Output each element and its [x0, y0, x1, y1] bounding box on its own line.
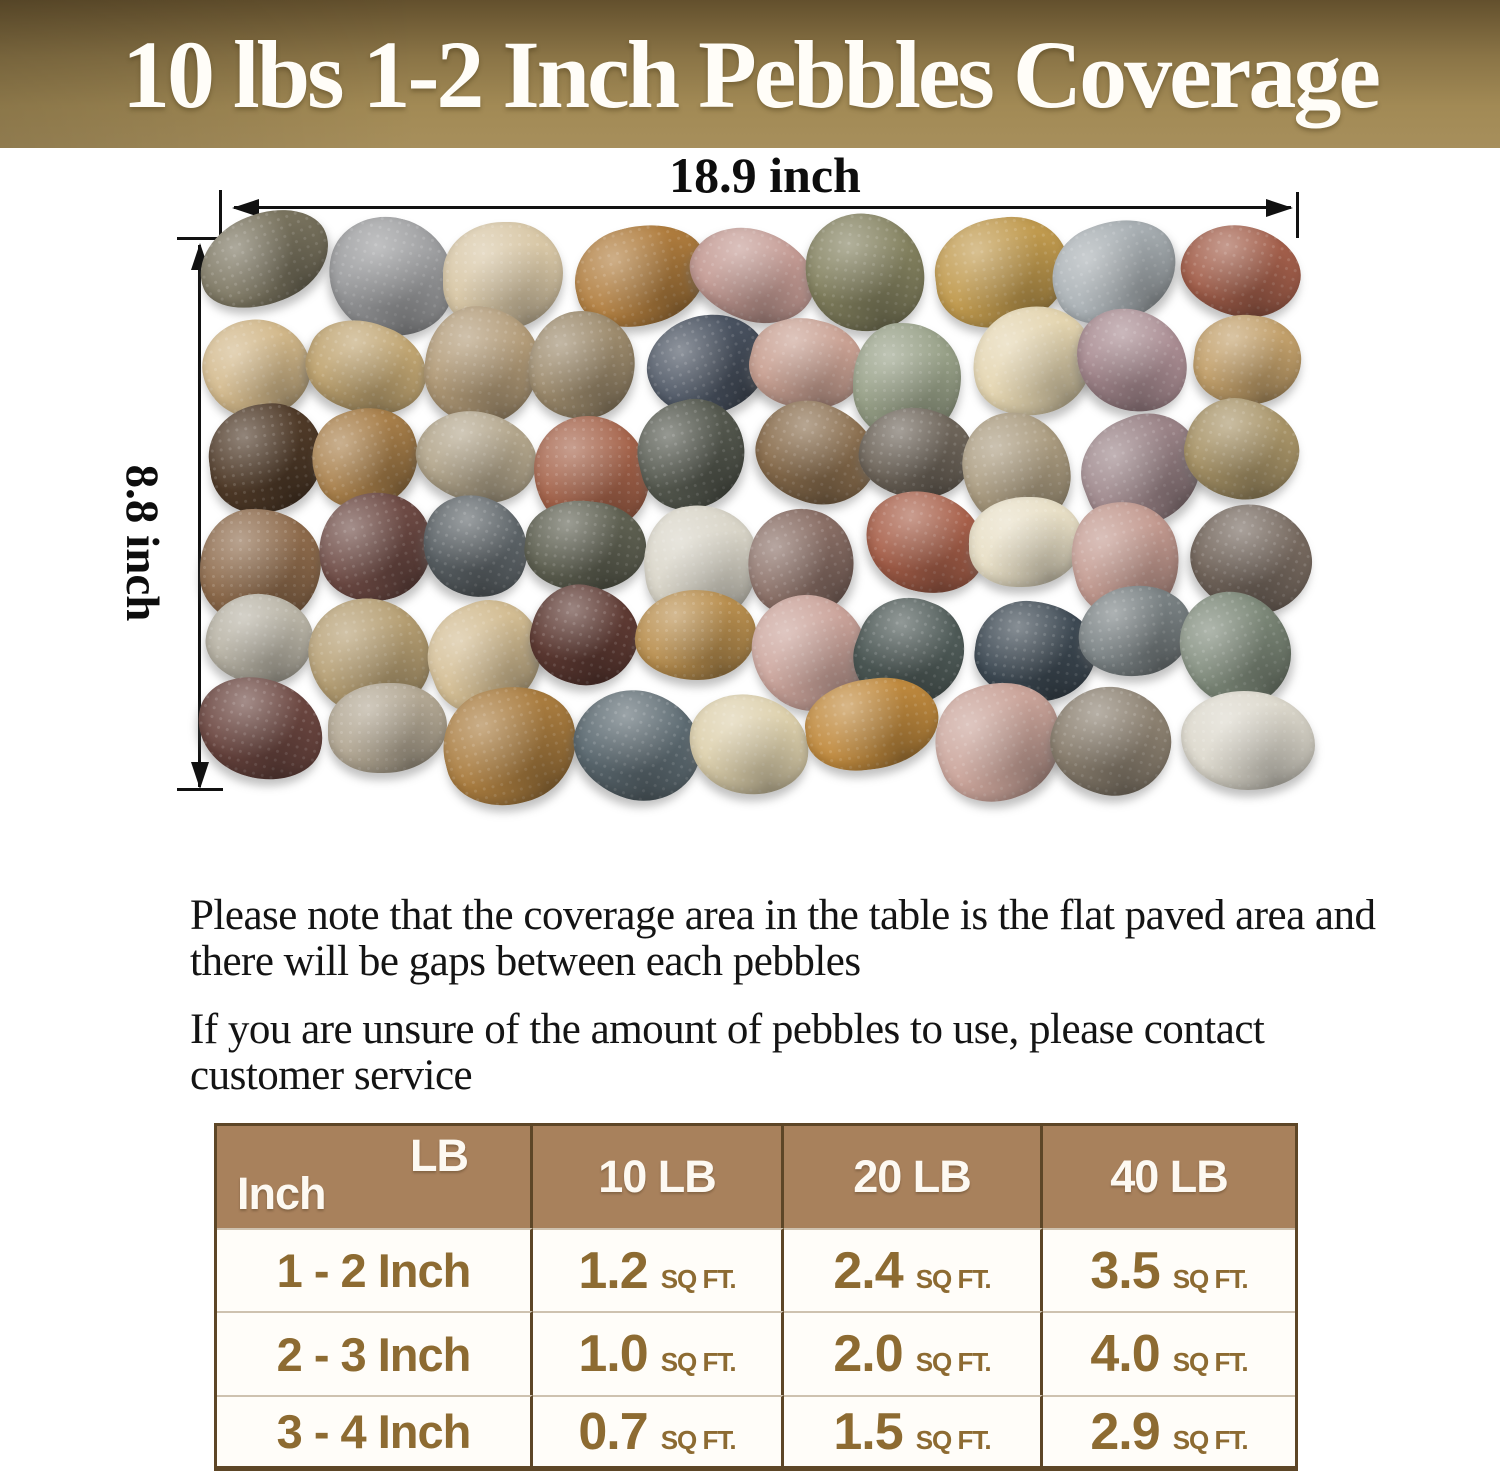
pebble: [1181, 691, 1315, 790]
pebble: [520, 574, 649, 697]
pebble: [1188, 308, 1307, 412]
pebble: [407, 481, 544, 612]
pebble: [1172, 212, 1311, 330]
col-header-20lb: 20 LB: [784, 1126, 1043, 1228]
col-header-10lb: 10 LB: [533, 1126, 784, 1228]
cell-value: 2.9: [1090, 1402, 1160, 1461]
table-corner-cell: LB Inch: [217, 1126, 533, 1228]
cell-unit: SQ FT.: [660, 1424, 737, 1455]
cell-value: 1.0: [578, 1325, 648, 1383]
coverage-table: LB Inch 10 LB 20 LB 40 LB 1 - 2 Inch 1.2…: [214, 1123, 1298, 1471]
cell-2-3-40lb: 4.0 SQ FT.: [1043, 1311, 1295, 1395]
pebble: [1174, 387, 1310, 512]
cell-value: 2.4: [833, 1241, 903, 1300]
note-contact-service: If you are unsure of the amount of pebbl…: [190, 1006, 1265, 1099]
cell-unit: SQ FT.: [915, 1424, 992, 1455]
cell-2-3-20lb: 2.0 SQ FT.: [784, 1311, 1043, 1395]
pebble: [968, 497, 1084, 587]
cell-1-2-40lb: 3.5 SQ FT.: [1043, 1228, 1295, 1311]
cell-value: 1.2: [578, 1241, 648, 1300]
row-label-2-3-inch: 2 - 3 Inch: [217, 1311, 533, 1395]
corner-lb-label: LB: [410, 1130, 469, 1181]
note-coverage-area: Please note that the coverage area in th…: [190, 892, 1376, 985]
cell-value: 2.0: [833, 1325, 903, 1383]
height-dimension-arrow-icon: [198, 245, 201, 787]
cell-unit: SQ FT.: [1172, 1424, 1249, 1455]
cell-3-4-40lb: 2.9 SQ FT.: [1043, 1395, 1295, 1466]
cell-2-3-10lb: 1.0 SQ FT.: [533, 1311, 784, 1395]
pebble-photo: [185, 193, 1328, 819]
height-bottom-tick: [177, 788, 223, 791]
cell-value: 4.0: [1090, 1325, 1160, 1383]
pebble: [202, 397, 330, 519]
cell-unit: SQ FT.: [660, 1347, 737, 1377]
cell-value: 0.7: [578, 1402, 648, 1461]
pebble: [200, 509, 322, 626]
pebble: [327, 683, 448, 773]
width-dimension-label: 18.9 inch: [669, 147, 861, 203]
cell-1-2-20lb: 2.4 SQ FT.: [784, 1228, 1043, 1311]
cell-value: 1.5: [833, 1402, 903, 1461]
page-title: 10 lbs 1-2 Inch Pebbles Coverage: [122, 20, 1381, 128]
cell-unit: SQ FT.: [660, 1263, 737, 1294]
cell-unit: SQ FT.: [1172, 1347, 1249, 1377]
width-left-tick: [219, 190, 222, 236]
corner-inch-label: Inch: [237, 1168, 327, 1219]
height-top-tick: [177, 237, 223, 240]
width-right-tick: [1296, 192, 1299, 238]
row-label-3-4-inch: 3 - 4 Inch: [217, 1395, 533, 1466]
cell-3-4-20lb: 1.5 SQ FT.: [784, 1395, 1043, 1466]
cell-3-4-10lb: 0.7 SQ FT.: [533, 1395, 784, 1466]
col-header-40lb: 40 LB: [1043, 1126, 1295, 1228]
width-dimension-arrow-icon: [234, 206, 1291, 209]
pebble: [626, 388, 757, 520]
cell-unit: SQ FT.: [915, 1347, 992, 1377]
title-banner: 10 lbs 1-2 Inch Pebbles Coverage: [0, 0, 1500, 148]
cell-unit: SQ FT.: [915, 1263, 992, 1294]
pebble: [185, 193, 343, 325]
pebble: [798, 207, 931, 338]
pebble: [186, 665, 334, 792]
cell-unit: SQ FT.: [1172, 1263, 1249, 1294]
row-label-1-2-inch: 1 - 2 Inch: [217, 1228, 533, 1311]
pebble: [634, 590, 756, 680]
cell-1-2-10lb: 1.2 SQ FT.: [533, 1228, 784, 1311]
cell-value: 3.5: [1090, 1241, 1160, 1300]
